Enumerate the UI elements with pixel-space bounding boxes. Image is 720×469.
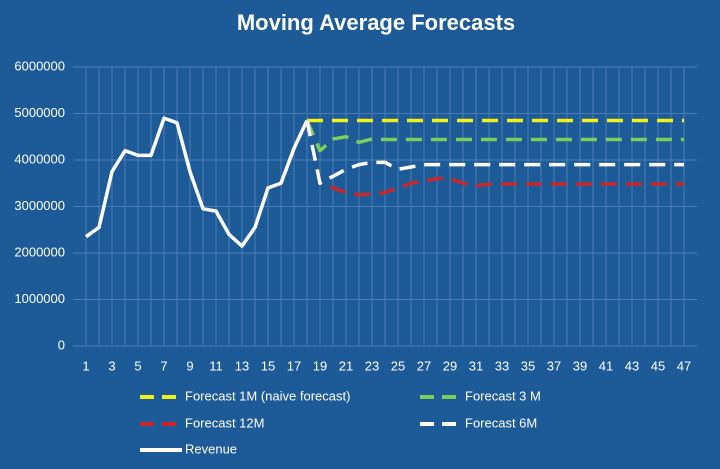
series-line [305, 119, 684, 153]
x-tick-label: 31 [469, 358, 483, 373]
legend-label: Forecast 6M [465, 415, 537, 430]
x-tick-label: 15 [261, 358, 275, 373]
x-tick-label: 45 [651, 358, 665, 373]
x-tick-label: 27 [417, 358, 431, 373]
y-tick-label: 0 [58, 337, 65, 352]
chart-title: Moving Average Forecasts [237, 10, 515, 35]
x-tick-label: 9 [186, 358, 193, 373]
series-line [84, 116, 309, 248]
legend-label: Revenue [185, 441, 237, 456]
x-tick-label: 39 [573, 358, 587, 373]
x-tick-label: 7 [160, 358, 167, 373]
y-tick-label: 6000000 [14, 58, 65, 73]
x-tick-label: 13 [235, 358, 249, 373]
x-tick-label: 25 [391, 358, 405, 373]
x-tick-label: 3 [108, 358, 115, 373]
x-tick-label: 35 [521, 358, 535, 373]
legend-label: Forecast 3 M [465, 388, 541, 403]
x-tick-label: 33 [495, 358, 509, 373]
legend-label: Forecast 12M [185, 415, 264, 430]
x-tick-label: 43 [625, 358, 639, 373]
y-tick-label: 4000000 [14, 151, 65, 166]
series-line [305, 120, 684, 197]
x-tick-label: 37 [547, 358, 561, 373]
y-tick-label: 1000000 [14, 291, 65, 306]
x-tick-label: 21 [339, 358, 353, 373]
y-tick-label: 3000000 [14, 198, 65, 213]
x-tick-label: 11 [209, 358, 223, 373]
x-tick-label: 1 [82, 358, 89, 373]
y-tick-label: 2000000 [14, 244, 65, 259]
x-tick-label: 17 [287, 358, 301, 373]
x-tick-label: 47 [677, 358, 691, 373]
legend-label: Forecast 1M (naive forecast) [185, 388, 350, 403]
x-tick-label: 5 [134, 358, 141, 373]
y-tick-label: 5000000 [14, 105, 65, 120]
x-tick-label: 19 [313, 358, 327, 373]
x-tick-label: 29 [443, 358, 457, 373]
x-tick-label: 23 [365, 358, 379, 373]
x-tick-label: 41 [599, 358, 613, 373]
